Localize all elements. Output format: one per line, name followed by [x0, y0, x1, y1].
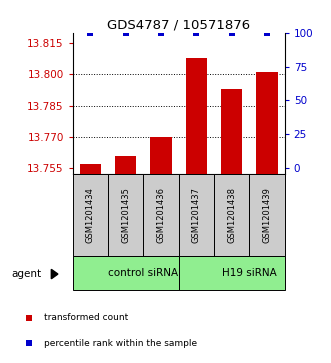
Bar [143, 174, 179, 256]
Bar [115, 155, 136, 174]
Bar [73, 256, 179, 290]
Bar [80, 164, 101, 174]
Text: percentile rank within the sample: percentile rank within the sample [44, 339, 197, 348]
Text: GSM1201435: GSM1201435 [121, 187, 130, 243]
Bar [257, 72, 278, 174]
Text: agent: agent [12, 269, 42, 279]
Polygon shape [51, 269, 58, 279]
Text: H19 siRNA: H19 siRNA [222, 268, 277, 278]
Text: GSM1201434: GSM1201434 [86, 187, 95, 243]
Bar [108, 174, 143, 256]
Text: GSM1201438: GSM1201438 [227, 187, 236, 243]
Text: transformed count: transformed count [44, 313, 128, 322]
Bar [214, 174, 249, 256]
Bar [249, 174, 285, 256]
Text: GSM1201436: GSM1201436 [157, 187, 166, 243]
Bar [151, 137, 172, 174]
Title: GDS4787 / 10571876: GDS4787 / 10571876 [107, 19, 250, 32]
Bar [221, 89, 242, 174]
Text: control siRNA: control siRNA [108, 268, 178, 278]
Text: GSM1201439: GSM1201439 [262, 187, 271, 243]
Bar [186, 58, 207, 174]
Bar [179, 174, 214, 256]
Bar [179, 256, 285, 290]
Bar [73, 174, 108, 256]
Text: GSM1201437: GSM1201437 [192, 187, 201, 243]
